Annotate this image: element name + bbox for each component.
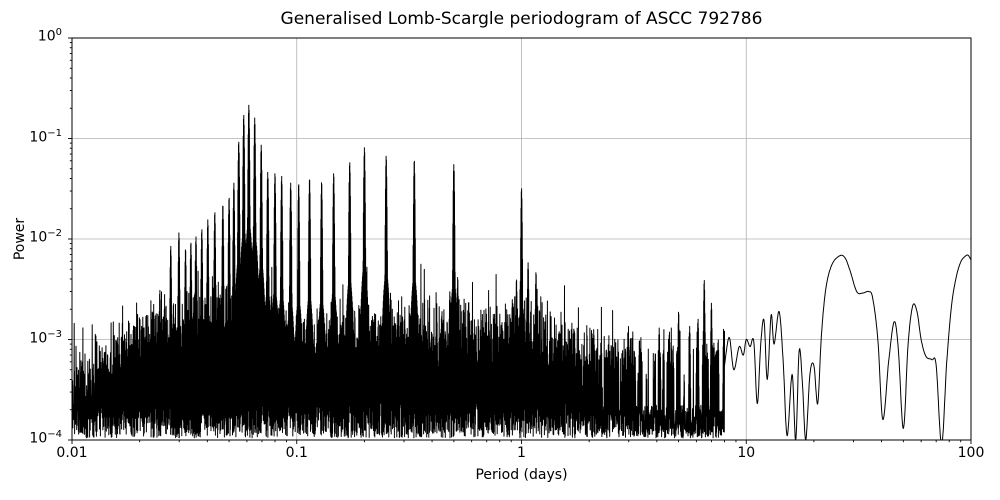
periodogram-curve	[72, 104, 971, 440]
y-tick-label: 10−4	[29, 429, 62, 447]
x-axis-label: Period (days)	[475, 467, 568, 483]
y-tick-label: 10−1	[29, 127, 62, 146]
x-tick-label: 10	[737, 445, 756, 461]
y-tick-label: 10−2	[29, 228, 62, 246]
x-tick-label: 100	[957, 445, 985, 461]
chart-title: Generalised Lomb-Scargle periodogram of …	[280, 9, 763, 29]
y-tick-label: 100	[37, 27, 62, 45]
axis-ticks	[68, 37, 972, 444]
x-tick-label: 0.01	[56, 445, 88, 461]
y-tick-label: 10−3	[29, 328, 62, 347]
x-tick-label: 0.1	[285, 445, 308, 461]
x-tick-label: 1	[517, 445, 526, 461]
